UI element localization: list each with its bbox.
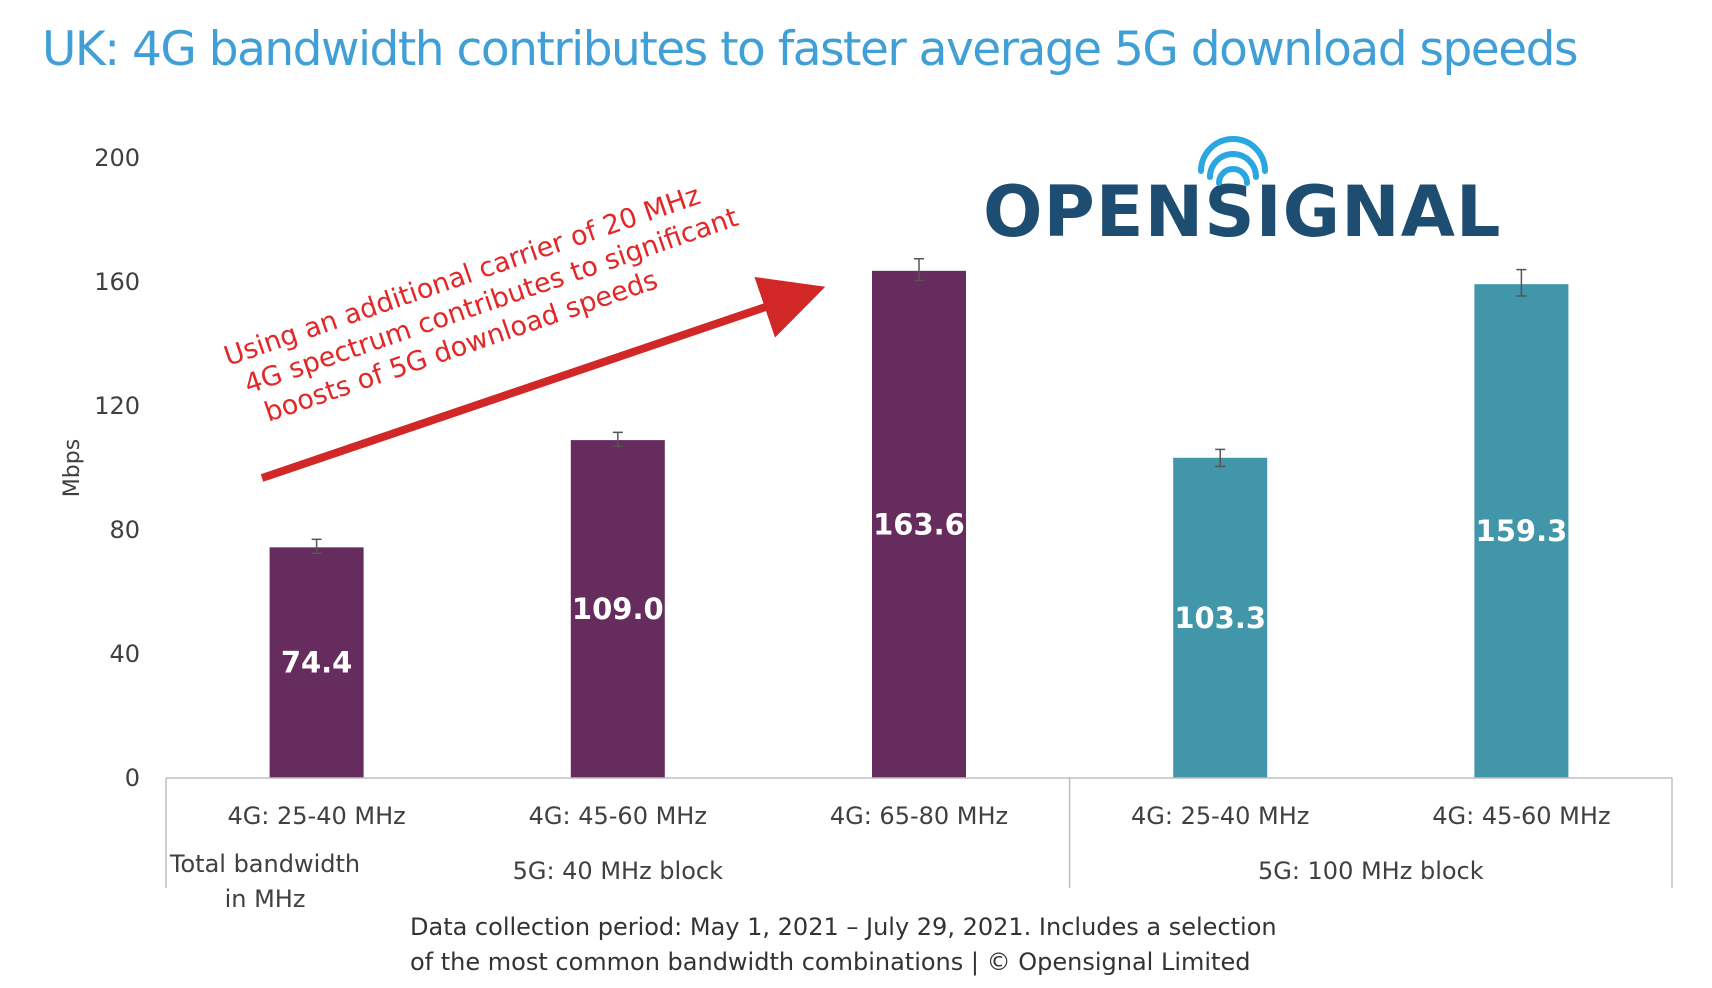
bar-value-label: 109.0 — [572, 592, 664, 626]
group-label: 5G: 100 MHz block — [1258, 857, 1484, 885]
x-tick-label: 4G: 25-40 MHz — [1131, 802, 1309, 830]
bar-value-label: 74.4 — [281, 646, 353, 680]
footnote: Data collection period: May 1, 2021 – Ju… — [410, 910, 1310, 980]
group-label: 5G: 40 MHz block — [513, 857, 724, 885]
annotation-arrow — [260, 276, 826, 482]
y-tick-label: 200 — [94, 144, 140, 172]
error-bar — [1215, 448, 1226, 468]
error-bar — [612, 431, 623, 448]
bar — [269, 547, 364, 778]
error-bar — [1516, 268, 1527, 297]
bar-value-label: 159.3 — [1476, 514, 1568, 548]
bar — [1474, 284, 1569, 778]
footnote-line-2: of the most common bandwidth combination… — [410, 948, 1251, 976]
x-axis-title: Total bandwidth — [169, 850, 360, 878]
opensignal-logo: OPENSIGNAL — [983, 136, 1502, 253]
annotation: Using an additional carrier of 20 MHz 4G… — [220, 180, 742, 428]
y-axis-title: Mbps — [60, 439, 85, 497]
error-bar — [311, 538, 322, 554]
annotation-line-2: 4G spectrum contributes to significant — [240, 202, 742, 401]
footnote-line-1: Data collection period: May 1, 2021 – Ju… — [410, 913, 1277, 941]
page-title: UK: 4G bandwidth contributes to faster a… — [42, 22, 1578, 77]
wifi-signal-icon — [1198, 136, 1268, 186]
bar — [1173, 457, 1268, 778]
x-tick-label: 4G: 45-60 MHz — [529, 802, 707, 830]
y-tick-label: 0 — [125, 764, 140, 792]
y-tick-label: 80 — [109, 516, 140, 544]
y-tick-label: 120 — [94, 392, 140, 420]
bar-value-label: 163.6 — [873, 507, 965, 541]
bar-value-label: 103.3 — [1174, 601, 1266, 635]
bar — [872, 270, 966, 778]
x-tick-label: 4G: 45-60 MHz — [1432, 802, 1610, 830]
x-axis-title: in MHz — [225, 885, 306, 913]
y-tick-label: 40 — [109, 640, 140, 668]
x-tick-label: 4G: 25-40 MHz — [227, 802, 405, 830]
x-tick-label: 4G: 65-80 MHz — [830, 802, 1008, 830]
bar — [570, 440, 665, 778]
error-bar — [914, 258, 924, 282]
y-tick-label: 160 — [94, 268, 140, 296]
logo-text: OPENSIGNAL — [983, 171, 1502, 253]
